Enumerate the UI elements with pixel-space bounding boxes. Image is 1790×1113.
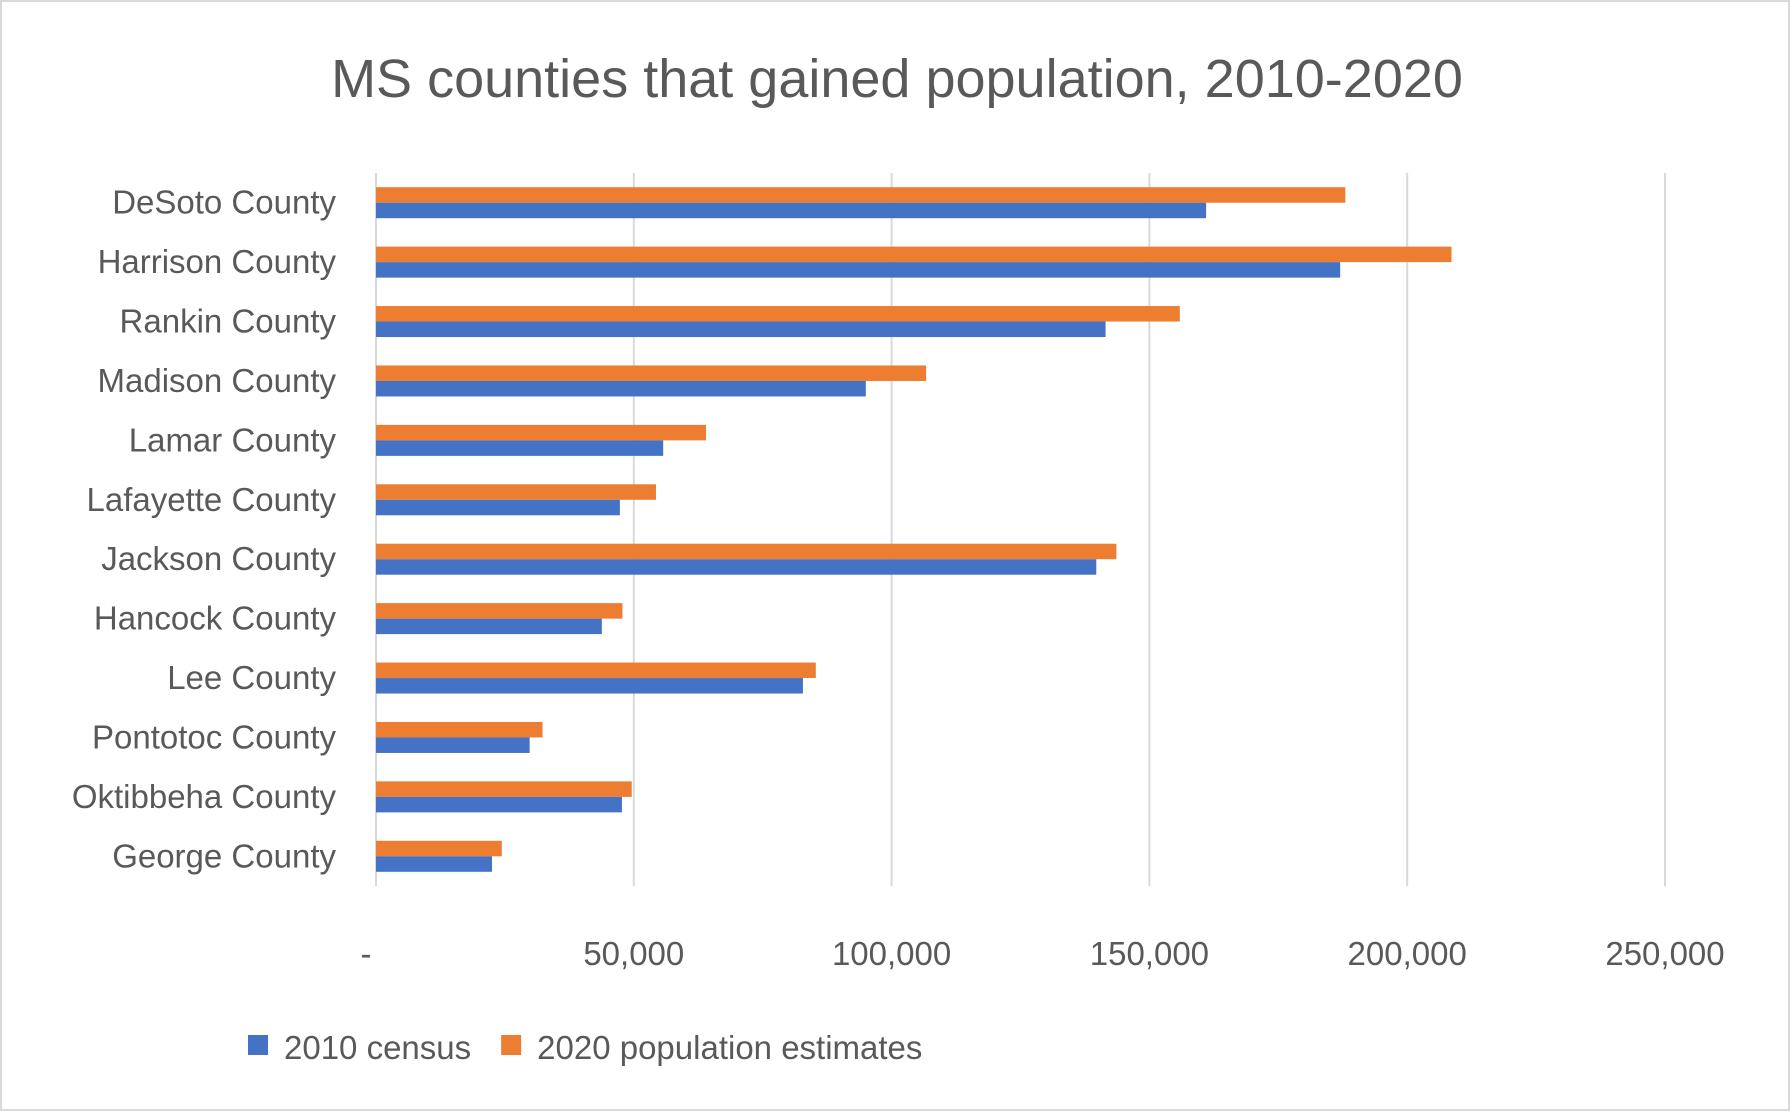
bar-2010-census bbox=[376, 618, 602, 635]
category-label: Lamar County bbox=[129, 421, 337, 458]
x-tick-label: - bbox=[361, 935, 372, 972]
bar-2020-estimate bbox=[376, 246, 1452, 263]
bar-2020-estimate bbox=[376, 662, 816, 679]
category-label: Hancock County bbox=[94, 600, 337, 637]
legend-label: 2020 population estimates bbox=[537, 1029, 922, 1066]
bar-2010-census bbox=[376, 440, 664, 456]
x-tick-label: 200,000 bbox=[1348, 935, 1467, 972]
x-tick-label: 50,000 bbox=[583, 935, 684, 972]
x-tick-label: 150,000 bbox=[1090, 935, 1209, 972]
category-label: Pontotoc County bbox=[92, 718, 336, 755]
bar-2020-estimate bbox=[376, 840, 502, 857]
legend-swatch bbox=[248, 1035, 268, 1055]
bar-2020-estimate bbox=[376, 484, 656, 500]
legend-swatch bbox=[501, 1035, 522, 1055]
bar-2010-census bbox=[376, 559, 1097, 575]
category-label: Oktibbeha County bbox=[72, 778, 337, 815]
bar-2010-census bbox=[376, 856, 493, 872]
legend-label: 2010 census bbox=[284, 1029, 471, 1066]
bar-2020-estimate bbox=[376, 543, 1117, 560]
x-tick-label: 250,000 bbox=[1605, 935, 1724, 972]
bar-2020-estimate bbox=[376, 306, 1180, 322]
category-label: Harrison County bbox=[98, 243, 337, 280]
bar-2010-census bbox=[376, 499, 620, 516]
bar-2020-estimate bbox=[376, 721, 543, 738]
category-label: Rankin County bbox=[120, 303, 337, 340]
bar-2010-census bbox=[376, 737, 530, 753]
bar-2010-census bbox=[376, 678, 803, 694]
x-tick-label: 100,000 bbox=[832, 935, 951, 972]
bar-2020-estimate bbox=[376, 424, 706, 441]
bar-2010-census bbox=[376, 202, 1207, 219]
category-label: George County bbox=[112, 837, 336, 874]
bar-2020-estimate bbox=[376, 187, 1346, 203]
chart-title: MS counties that gained population, 2010… bbox=[331, 49, 1463, 109]
category-label: DeSoto County bbox=[112, 184, 336, 221]
bar-2020-estimate bbox=[376, 365, 927, 381]
bar-2010-census bbox=[376, 796, 622, 813]
bar-2020-estimate bbox=[376, 781, 632, 797]
bar-2010-census bbox=[376, 262, 1341, 278]
category-label: Madison County bbox=[98, 362, 337, 399]
category-label: Lee County bbox=[167, 659, 336, 696]
bar-2020-estimate bbox=[376, 603, 623, 619]
bar-2010-census bbox=[376, 321, 1106, 338]
bar-2010-census bbox=[376, 380, 866, 397]
category-label: Jackson County bbox=[101, 540, 336, 577]
category-label: Lafayette County bbox=[87, 481, 337, 518]
